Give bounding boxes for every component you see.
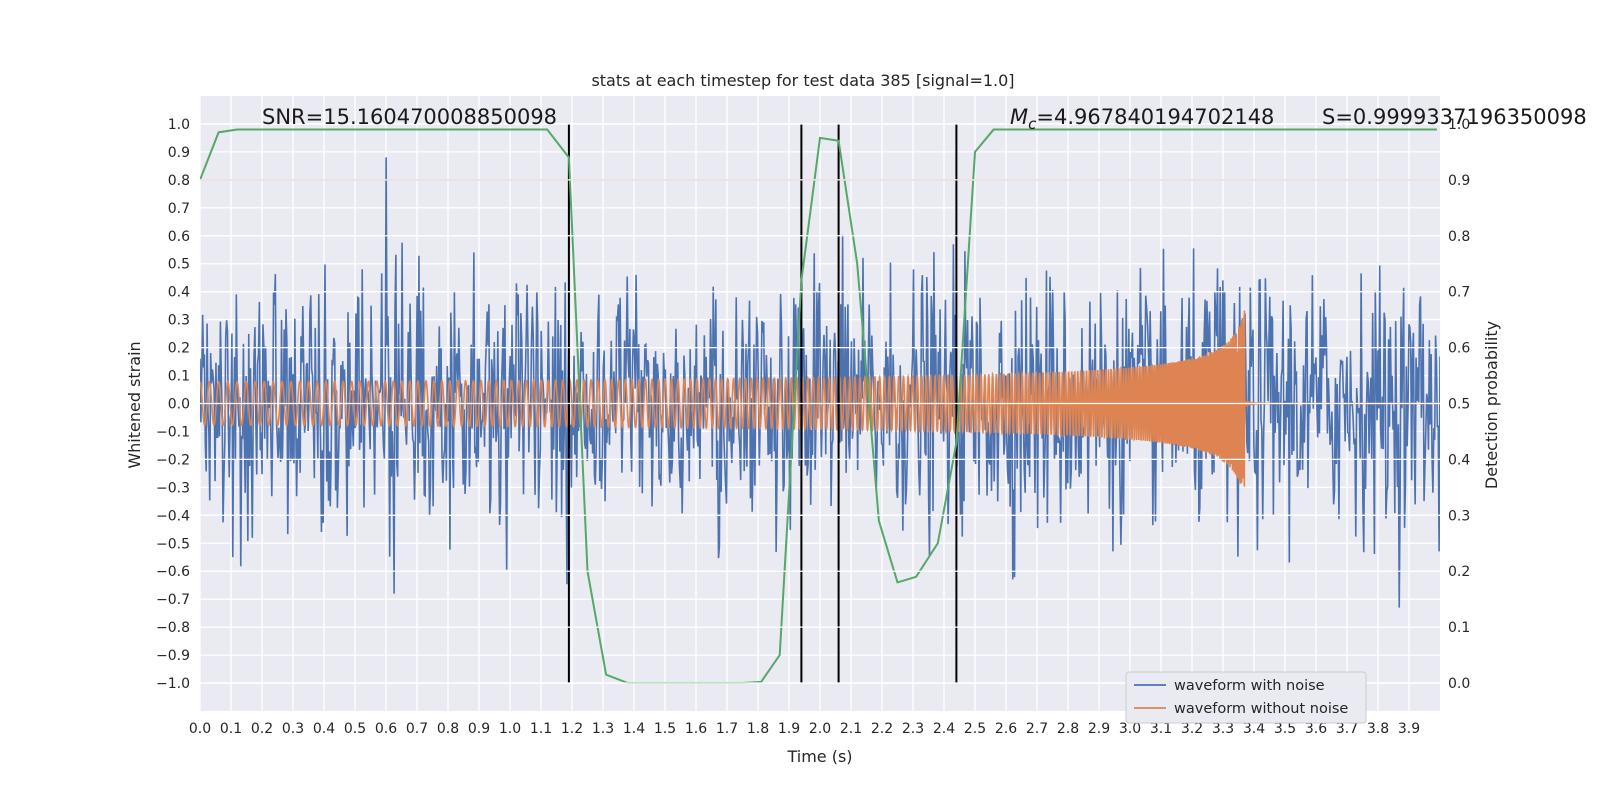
y2-tick-label: 0.2 bbox=[1448, 564, 1470, 580]
x-tick-label: 2.3 bbox=[902, 721, 924, 737]
x-tick-label: 3.4 bbox=[1243, 721, 1265, 737]
x-tick-label: 2.7 bbox=[1026, 721, 1048, 737]
x-tick-label: 1.7 bbox=[716, 721, 738, 737]
x-tick-label: 3.9 bbox=[1398, 721, 1420, 737]
y2-tick-label: 0.9 bbox=[1448, 173, 1470, 189]
x-tick-label: 1.6 bbox=[685, 721, 707, 737]
y2-tick-label: 0.3 bbox=[1448, 508, 1470, 524]
y-tick-label: 0.5 bbox=[168, 257, 190, 273]
x-tick-label: 3.7 bbox=[1336, 721, 1358, 737]
chirp-mass-annotation: Mc=4.967840194702148 bbox=[1010, 105, 1274, 133]
x-tick-label: 0.3 bbox=[282, 721, 304, 737]
y-tick-label: 1.0 bbox=[168, 117, 190, 133]
x-tick-label: 2.8 bbox=[1057, 721, 1079, 737]
y2-tick-label: 1.0 bbox=[1448, 117, 1470, 133]
y-tick-label: 0.0 bbox=[168, 397, 190, 413]
x-tick-label: 3.5 bbox=[1274, 721, 1296, 737]
legend: waveform with noise waveform without noi… bbox=[1125, 671, 1367, 724]
x-tick-label: 2.6 bbox=[995, 721, 1017, 737]
x-tick-label: 1.4 bbox=[623, 721, 645, 737]
y-tick-label: −0.7 bbox=[156, 592, 190, 608]
y2-tick-label: 0.6 bbox=[1448, 341, 1470, 357]
x-tick-label: 3.3 bbox=[1212, 721, 1234, 737]
x-tick-label: 3.2 bbox=[1181, 721, 1203, 737]
y2-axis-label: Detection probability bbox=[1482, 321, 1501, 489]
x-tick-label: 2.4 bbox=[933, 721, 955, 737]
x-tick-label: 2.0 bbox=[809, 721, 831, 737]
chart-title: stats at each timestep for test data 385… bbox=[591, 71, 1014, 90]
chirp-mass-value: =4.967840194702148 bbox=[1036, 105, 1274, 129]
x-tick-label: 0.8 bbox=[437, 721, 459, 737]
series-detection-probability bbox=[200, 128, 1437, 685]
x-tick-label: 3.0 bbox=[1119, 721, 1141, 737]
y2-tick-label: 0.0 bbox=[1448, 676, 1470, 692]
y-tick-label: −0.9 bbox=[156, 648, 190, 664]
x-tick-label: 1.2 bbox=[561, 721, 583, 737]
y-axis-label: Whitened strain bbox=[125, 341, 144, 468]
x-tick-label: 3.8 bbox=[1367, 721, 1389, 737]
x-tick-label: 2.5 bbox=[964, 721, 986, 737]
chirp-mass-subscript: c bbox=[1028, 115, 1037, 133]
x-tick-label: 0.5 bbox=[344, 721, 366, 737]
y-tick-label: 0.4 bbox=[168, 285, 190, 301]
x-tick-labels: 0.0 0.1 0.2 0.3 0.4 0.5 0.6 0.7 0.8 0.9 1.0 1.1 1.2 1… bbox=[189, 721, 1420, 737]
x-tick-label: 0.9 bbox=[468, 721, 490, 737]
x-tick-label: 1.9 bbox=[778, 721, 800, 737]
x-tick-label: 3.6 bbox=[1305, 721, 1327, 737]
x-tick-label: 2.9 bbox=[1088, 721, 1110, 737]
y-tick-label: 0.6 bbox=[168, 229, 190, 245]
y-tick-label: 0.7 bbox=[168, 201, 190, 217]
chirp-mass-symbol: M bbox=[1010, 105, 1028, 129]
y-tick-label: −0.4 bbox=[156, 508, 190, 524]
x-tick-label: 1.0 bbox=[499, 721, 521, 737]
y-tick-label: 0.3 bbox=[168, 313, 190, 329]
x-tick-label: 2.1 bbox=[840, 721, 862, 737]
y-tick-label: −0.2 bbox=[156, 452, 190, 468]
x-tick-label: 0.1 bbox=[220, 721, 242, 737]
y-tick-label: −1.0 bbox=[156, 676, 190, 692]
y-tick-label: −0.5 bbox=[156, 536, 190, 552]
x-tick-label: 0.0 bbox=[189, 721, 211, 737]
x-tick-label: 3.1 bbox=[1150, 721, 1172, 737]
series-waveform-without-noise bbox=[200, 310, 1440, 487]
x-axis-label: Time (s) bbox=[786, 747, 852, 766]
x-tick-label: 0.4 bbox=[313, 721, 335, 737]
x-tick-label: 1.5 bbox=[654, 721, 676, 737]
y-tick-label: −0.1 bbox=[156, 424, 190, 440]
y-tick-label: −0.6 bbox=[156, 564, 190, 580]
y2-tick-label: 0.7 bbox=[1448, 285, 1470, 301]
x-tick-label: 2.2 bbox=[871, 721, 893, 737]
y-tick-label: 0.8 bbox=[168, 173, 190, 189]
x-tick-label: 1.3 bbox=[592, 721, 614, 737]
snr-annotation: SNR=15.160470008850098 bbox=[262, 105, 557, 129]
x-tick-label: 0.7 bbox=[406, 721, 428, 737]
x-tick-label: 1.8 bbox=[747, 721, 769, 737]
y2-tick-label: 0.8 bbox=[1448, 229, 1470, 245]
legend-label-noise: waveform with noise bbox=[1174, 678, 1325, 694]
legend-box bbox=[1125, 671, 1367, 724]
y-tick-label: 0.2 bbox=[168, 341, 190, 357]
x-tick-label: 1.1 bbox=[530, 721, 552, 737]
y-tick-label: −0.8 bbox=[156, 620, 190, 636]
legend-label-chirp: waveform without noise bbox=[1174, 701, 1348, 717]
y-tick-label: 0.9 bbox=[168, 145, 190, 161]
y2-tick-label: 0.4 bbox=[1448, 452, 1470, 468]
s-annotation: S=0.9999337196350098 bbox=[1322, 105, 1587, 129]
y2-tick-label: 0.1 bbox=[1448, 620, 1470, 636]
x-tick-label: 0.6 bbox=[375, 721, 397, 737]
y2-tick-label: 0.5 bbox=[1448, 397, 1470, 413]
y-tick-label: 0.1 bbox=[168, 369, 190, 385]
y2-tick-labels: 1.0 0.9 0.8 0.7 0.6 0.5 0.4 0.3 0.2 0.1 0.0 bbox=[1448, 117, 1470, 692]
y-tick-labels: 1.0 0.9 0.8 0.7 0.6 0.5 0.4 0.3 0.2 0.1 0.0 −0.1 −0.… bbox=[156, 117, 190, 692]
y-tick-label: −0.3 bbox=[156, 480, 190, 496]
x-tick-label: 0.2 bbox=[251, 721, 273, 737]
